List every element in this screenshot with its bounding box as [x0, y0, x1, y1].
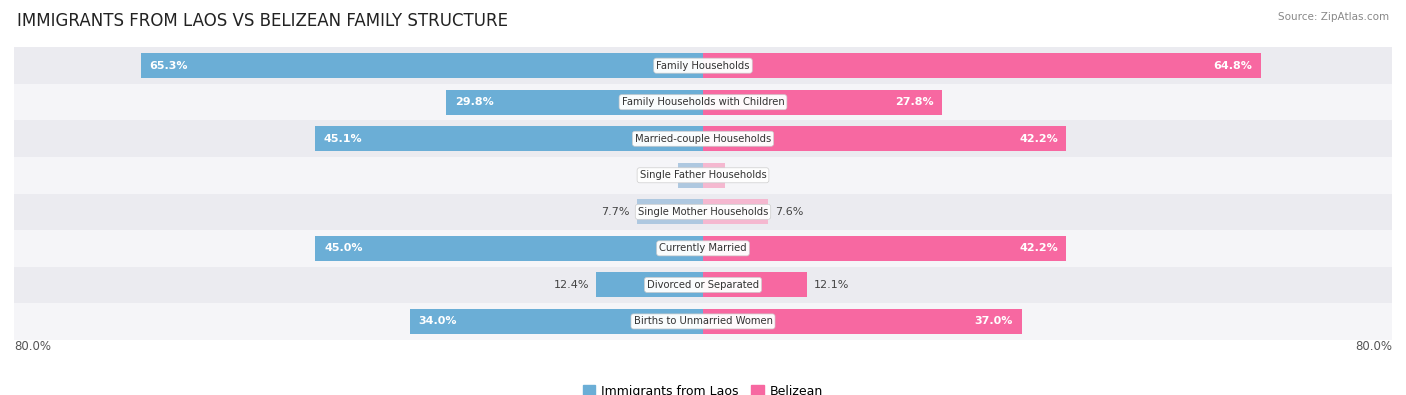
Bar [703, 199, 769, 224]
Text: 80.0%: 80.0% [14, 340, 51, 353]
Bar [446, 90, 703, 115]
Bar [14, 120, 1392, 157]
Text: Source: ZipAtlas.com: Source: ZipAtlas.com [1278, 12, 1389, 22]
Text: 2.6%: 2.6% [733, 170, 761, 180]
Text: 29.8%: 29.8% [456, 97, 494, 107]
Text: 42.2%: 42.2% [1019, 243, 1057, 253]
Bar [141, 53, 703, 78]
Bar [637, 199, 703, 224]
Text: 45.1%: 45.1% [323, 134, 361, 144]
Text: Divorced or Separated: Divorced or Separated [647, 280, 759, 290]
Legend: Immigrants from Laos, Belizean: Immigrants from Laos, Belizean [582, 385, 824, 395]
Text: 7.7%: 7.7% [602, 207, 630, 217]
Text: 2.9%: 2.9% [643, 170, 671, 180]
Text: 64.8%: 64.8% [1213, 61, 1253, 71]
Text: 34.0%: 34.0% [419, 316, 457, 326]
Bar [14, 230, 1392, 267]
Text: Married-couple Households: Married-couple Households [636, 134, 770, 144]
Bar [703, 273, 807, 297]
Bar [703, 163, 725, 188]
Bar [14, 267, 1392, 303]
Text: Family Households: Family Households [657, 61, 749, 71]
Text: Single Father Households: Single Father Households [640, 170, 766, 180]
Text: 37.0%: 37.0% [974, 316, 1012, 326]
Bar [14, 47, 1392, 84]
Text: 42.2%: 42.2% [1019, 134, 1057, 144]
Text: Currently Married: Currently Married [659, 243, 747, 253]
Text: 65.3%: 65.3% [149, 61, 188, 71]
Bar [703, 90, 942, 115]
Text: 80.0%: 80.0% [1355, 340, 1392, 353]
Bar [14, 303, 1392, 340]
Text: 12.4%: 12.4% [554, 280, 589, 290]
Text: IMMIGRANTS FROM LAOS VS BELIZEAN FAMILY STRUCTURE: IMMIGRANTS FROM LAOS VS BELIZEAN FAMILY … [17, 12, 508, 30]
Bar [703, 53, 1261, 78]
Bar [678, 163, 703, 188]
Bar [703, 309, 1022, 334]
Bar [703, 126, 1066, 151]
Text: Births to Unmarried Women: Births to Unmarried Women [634, 316, 772, 326]
Text: 27.8%: 27.8% [896, 97, 934, 107]
Bar [315, 236, 703, 261]
Bar [14, 84, 1392, 120]
Bar [596, 273, 703, 297]
Bar [703, 236, 1066, 261]
Text: 45.0%: 45.0% [323, 243, 363, 253]
Text: 7.6%: 7.6% [775, 207, 804, 217]
Text: 12.1%: 12.1% [814, 280, 849, 290]
Bar [14, 194, 1392, 230]
Text: Single Mother Households: Single Mother Households [638, 207, 768, 217]
Text: Family Households with Children: Family Households with Children [621, 97, 785, 107]
Bar [315, 126, 703, 151]
Bar [411, 309, 703, 334]
Bar [14, 157, 1392, 194]
